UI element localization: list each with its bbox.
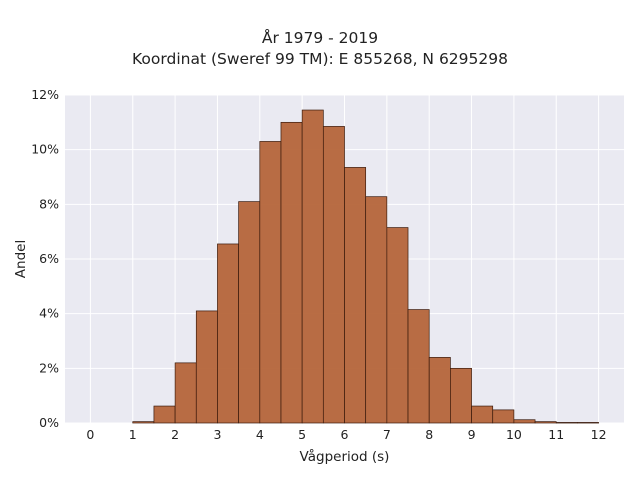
histogram-bar bbox=[301, 109, 324, 424]
histogram-bar bbox=[280, 121, 303, 424]
x-tick-labels: 0 1 2 3 4 5 6 7 8 9 10 11 12 bbox=[86, 427, 606, 442]
histogram-bar bbox=[577, 422, 599, 424]
histogram-bar bbox=[471, 405, 494, 424]
x-tick-label: 5 bbox=[298, 427, 306, 442]
x-axis-label: Vågperiod (s) bbox=[300, 448, 390, 465]
x-tick-label: 2 bbox=[171, 427, 179, 442]
x-tick-label: 4 bbox=[256, 427, 264, 442]
histogram-bar bbox=[428, 357, 451, 424]
histogram-bar bbox=[386, 227, 409, 424]
x-tick-label: 9 bbox=[468, 427, 476, 442]
histogram-bar bbox=[217, 243, 239, 424]
histogram-bar bbox=[555, 422, 578, 424]
histogram-bar bbox=[344, 167, 367, 424]
chart-subtitle: Koordinat (Sweref 99 TM): E 855268, N 62… bbox=[132, 50, 508, 68]
y-tick-labels: 0% 2% 4% 6% 8% 10% 12% bbox=[31, 87, 59, 430]
histogram-bars bbox=[132, 109, 599, 424]
chart-title: År 1979 - 2019 bbox=[261, 29, 379, 47]
histogram-bar bbox=[259, 141, 282, 424]
histogram-bar bbox=[174, 362, 197, 424]
histogram-bar bbox=[195, 310, 218, 424]
histogram-bar bbox=[407, 309, 430, 424]
x-tick-label: 0 bbox=[86, 427, 94, 442]
histogram-bar bbox=[450, 367, 472, 424]
x-tick-label: 11 bbox=[548, 427, 564, 442]
histogram-bar bbox=[492, 409, 515, 424]
histogram-bar bbox=[153, 405, 176, 424]
histogram-bar bbox=[534, 421, 557, 424]
y-tick-label: 0% bbox=[39, 415, 59, 430]
x-tick-label: 7 bbox=[383, 427, 391, 442]
y-tick-label: 12% bbox=[31, 87, 59, 102]
histogram-bar bbox=[365, 196, 388, 424]
y-tick-label: 4% bbox=[39, 306, 59, 321]
histogram-bar bbox=[322, 126, 345, 424]
x-tick-label: 10 bbox=[506, 427, 522, 442]
histogram-bar bbox=[238, 201, 261, 424]
x-tick-label: 6 bbox=[341, 427, 349, 442]
x-tick-label: 12 bbox=[591, 427, 607, 442]
x-tick-label: 8 bbox=[425, 427, 433, 442]
x-tick-label: 3 bbox=[213, 427, 221, 442]
y-tick-label: 8% bbox=[39, 196, 59, 211]
y-tick-label: 2% bbox=[39, 360, 59, 375]
histogram-bar bbox=[132, 421, 155, 424]
x-tick-label: 1 bbox=[129, 427, 137, 442]
y-tick-label: 6% bbox=[39, 251, 59, 266]
histogram-bar bbox=[513, 419, 536, 424]
y-tick-label: 10% bbox=[31, 142, 59, 157]
y-axis-label: Andel bbox=[13, 240, 29, 278]
